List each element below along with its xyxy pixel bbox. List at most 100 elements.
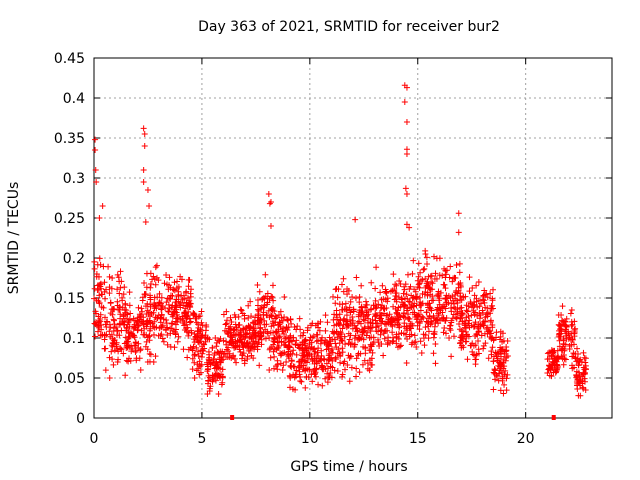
data-point [330,330,337,337]
data-point [164,331,171,338]
data-point [574,355,581,362]
data-point [403,291,410,298]
data-point [330,293,337,300]
data-point [582,386,589,393]
data-point [420,314,427,321]
data-point [348,364,355,371]
data-point [554,362,561,369]
data-point [326,350,333,357]
data-point [368,342,375,349]
data-point [113,324,120,331]
data-point [487,310,494,317]
data-point [340,288,347,295]
data-point [558,327,565,334]
data-point [500,390,507,397]
data-point [457,290,464,297]
data-point [101,279,108,286]
data-point [183,302,190,309]
data-point [220,337,227,344]
data-point [284,317,291,324]
data-point [548,373,555,380]
data-point [353,355,360,362]
data-point [124,344,131,351]
data-point [282,335,289,342]
data-point [421,265,428,272]
data-point [339,345,346,352]
data-point [415,312,422,319]
data-point [349,319,356,326]
data-point [398,329,405,336]
data-point [378,340,385,347]
data-point [439,272,446,279]
data-point [568,306,575,313]
data-point [151,305,158,312]
data-point [190,336,197,343]
data-point [315,353,322,360]
data-point [94,261,101,268]
data-point [404,305,411,312]
data-point [413,344,420,351]
data-point [233,324,240,331]
data-point [315,345,322,352]
data-point [465,320,472,327]
data-point [198,308,205,315]
data-point [366,347,373,354]
data-point [149,320,156,327]
data-points [91,82,590,420]
data-point [198,353,205,360]
data-point [91,265,98,272]
data-point [246,340,253,347]
data-point [421,342,428,349]
data-point [114,298,121,305]
data-point [256,362,263,369]
data-point [344,291,351,298]
zero-value-marker [551,415,556,420]
data-point [338,306,345,313]
data-point [403,151,410,157]
data-point [166,274,173,281]
data-point [321,339,328,346]
data-point [282,326,289,333]
data-point [376,309,383,316]
data-point [469,285,476,292]
data-point [250,355,257,362]
data-point [126,316,133,323]
data-point [204,334,211,341]
data-point [114,271,121,278]
data-point [372,285,379,292]
data-point [298,358,305,365]
data-point [163,316,170,323]
data-point [324,319,331,326]
data-point [223,328,230,335]
data-point [464,308,471,315]
data-point [490,286,497,293]
data-point [272,328,279,335]
data-point [429,280,436,287]
data-point [313,358,320,365]
data-point [425,335,432,342]
data-point [578,358,585,365]
data-point [163,299,170,306]
data-point [197,347,204,354]
data-point [213,343,220,350]
data-point [107,310,114,317]
data-point [582,359,589,366]
data-point [549,348,556,355]
data-point [126,302,133,309]
data-point [96,255,103,262]
data-point [189,366,196,373]
data-point [140,319,147,326]
data-point [366,325,373,332]
data-point [446,335,453,342]
data-point [448,319,455,326]
data-point [130,325,137,332]
data-point [497,333,504,340]
data-point [114,286,121,293]
data-point [219,373,226,380]
data-point [384,312,391,319]
data-point [106,354,113,361]
data-point [407,283,414,290]
data-point [204,391,211,397]
data-point [173,285,180,292]
data-point [152,281,159,288]
